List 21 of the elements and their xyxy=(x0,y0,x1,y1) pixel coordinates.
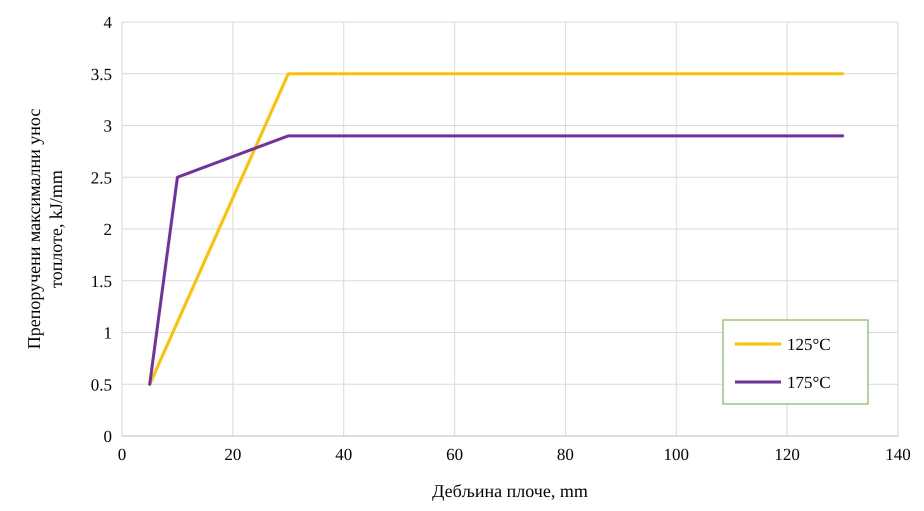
legend-label: 125°C xyxy=(787,335,831,354)
x-tick-label: 80 xyxy=(556,445,574,464)
x-tick-label: 100 xyxy=(664,445,690,464)
y-tick-label: 3.5 xyxy=(90,64,112,84)
y-tick-label: 2.5 xyxy=(90,168,112,188)
y-tick-label: 4 xyxy=(104,13,112,32)
legend-label: 175°C xyxy=(787,373,831,392)
y-tick-label: 1 xyxy=(104,324,112,342)
x-tick-label: 20 xyxy=(224,445,242,464)
x-tick-label: 140 xyxy=(885,445,911,464)
x-tick-label: 60 xyxy=(446,445,464,464)
x-tick-label: 120 xyxy=(774,445,800,464)
y-tick-label: 0 xyxy=(104,427,112,446)
x-tick-label: 0 xyxy=(118,445,126,464)
y-tick-label: 0.5 xyxy=(90,375,112,394)
x-tick-label: 40 xyxy=(335,445,352,464)
x-axis-title: Дебљина плоче, mm xyxy=(432,481,588,501)
y-tick-label: 2 xyxy=(104,220,112,239)
y-tick-label: 1.5 xyxy=(90,272,112,291)
y-tick-label: 3 xyxy=(104,116,112,136)
y-axis-title: Препоручени максимални унос топлоте, kJ/mm xyxy=(24,108,66,350)
